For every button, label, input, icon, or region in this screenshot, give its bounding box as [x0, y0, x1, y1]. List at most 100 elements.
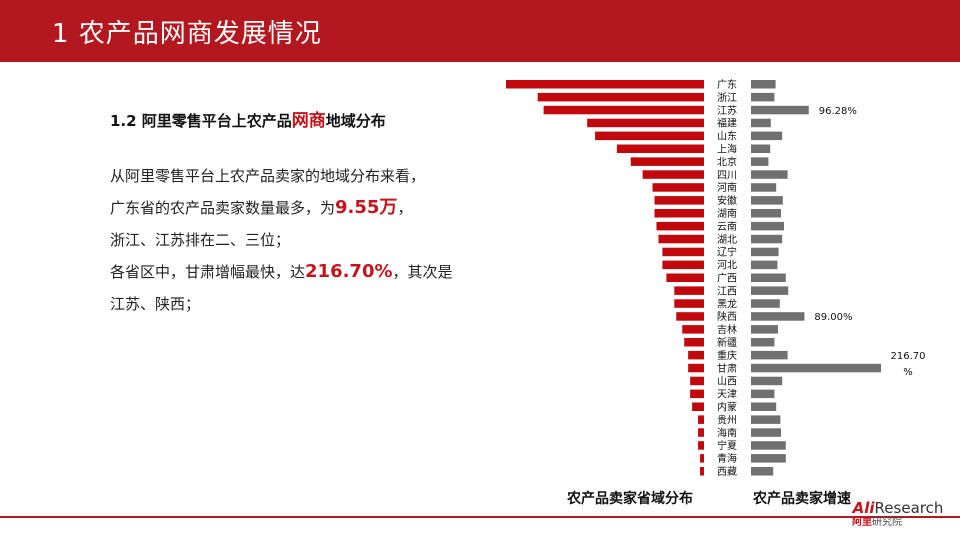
province-labels: 广东浙江江苏福建山东上海北京四川河南安徽湖南云南湖北辽宁河北广西江西黑龙陕西吉林…	[717, 78, 737, 478]
distribution-bar	[682, 325, 704, 334]
province-label: 内蒙	[717, 401, 737, 414]
logo-ali: Ali	[852, 499, 875, 517]
distribution-bar	[666, 273, 704, 282]
province-label: 广东	[717, 78, 737, 91]
distribution-bar	[690, 376, 704, 386]
footer-divider	[0, 516, 960, 518]
province-label: 湖北	[717, 234, 737, 246]
province-label: 黑龙	[717, 297, 737, 310]
province-label: 安徽	[717, 194, 737, 207]
province-label: 上海	[717, 143, 737, 156]
growth-bar	[751, 247, 779, 257]
subtitle-highlight: 网商	[291, 111, 326, 131]
distribution-bar	[676, 312, 704, 321]
distribution-bar	[595, 131, 704, 141]
province-label: 云南	[717, 220, 737, 233]
logo-research: Research	[874, 499, 944, 517]
distribution-bar	[674, 286, 704, 295]
distribution-bars	[506, 80, 704, 476]
growth-bar	[751, 441, 786, 450]
distribution-bar	[630, 157, 704, 166]
growth-bar	[751, 92, 775, 102]
province-label: 西藏	[717, 466, 737, 478]
growth-bar	[751, 221, 784, 231]
province-label: 河北	[717, 260, 737, 272]
distribution-bar	[658, 234, 704, 244]
distribution-bar	[654, 209, 704, 218]
growth-bar	[751, 376, 783, 386]
growth-bar	[751, 131, 783, 141]
gansu-growth-highlight: 216.70%	[305, 261, 393, 282]
province-label: 浙江	[717, 92, 737, 104]
growth-data-label: 96.28%	[819, 106, 857, 117]
distribution-bar	[690, 389, 704, 399]
growth-bar	[751, 286, 789, 295]
description-line: 广东省的农产品卖家数量最多，为9.55万，	[110, 192, 490, 224]
distribution-bar	[700, 467, 704, 476]
growth-data-label: 89.00%	[814, 312, 852, 323]
growth-bar	[751, 80, 776, 89]
aliresearch-logo: AliResearch 阿里研究院	[848, 500, 948, 529]
growth-data-label: %	[903, 367, 913, 378]
distribution-bar	[537, 92, 704, 102]
distribution-bar	[587, 118, 704, 128]
growth-bar	[751, 454, 786, 463]
distribution-bar	[698, 415, 704, 424]
growth-bar	[751, 234, 783, 244]
distribution-bar	[698, 441, 704, 450]
growth-bar	[751, 312, 805, 321]
growth-bar	[751, 170, 788, 179]
growth-bar	[751, 338, 775, 347]
province-label: 广西	[717, 273, 737, 285]
distribution-bar	[616, 144, 704, 153]
province-label: 贵州	[717, 413, 737, 426]
distribution-bar	[700, 454, 704, 463]
growth-bar	[751, 209, 781, 218]
description-text-span: ，其次是	[392, 263, 453, 281]
title-bar: 1 农产品网商发展情况	[0, 0, 960, 62]
distribution-bar	[688, 350, 704, 360]
growth-bar	[751, 118, 771, 128]
description-text-span: 各省区中，甘肃增幅最快，达	[110, 263, 306, 281]
growth-bar	[751, 299, 780, 308]
province-label: 四川	[717, 170, 737, 181]
description-text-span: 从阿里零售平台上农产品卖家的地域分布来看，	[110, 167, 426, 185]
province-label: 甘肃	[717, 362, 737, 375]
province-label: 湖南	[717, 207, 737, 220]
province-label: 山西	[717, 376, 737, 388]
distribution-bar	[674, 299, 704, 308]
province-label: 吉林	[717, 323, 737, 336]
distribution-bar	[543, 105, 704, 115]
growth-bar	[751, 105, 809, 115]
distribution-bar	[642, 170, 704, 179]
growth-data-labels: 96.28% 89.00% 216.70%	[814, 106, 925, 378]
distribution-bar	[656, 221, 704, 231]
logo-cn-red: 阿里	[852, 517, 872, 528]
page-title: 1 农产品网商发展情况	[52, 19, 322, 49]
description-text-span: ，	[397, 199, 413, 217]
description-text-span: 广东省的农产品卖家数量最多，为	[110, 199, 336, 217]
distribution-bar	[684, 338, 704, 347]
distribution-bar	[662, 260, 704, 270]
subtitle-text-2: 地域分布	[325, 112, 386, 130]
province-label: 宁夏	[717, 439, 737, 452]
description-text: 从阿里零售平台上农产品卖家的地域分布来看， 广东省的农产品卖家数量最多，为9.5…	[110, 160, 490, 320]
growth-bar	[751, 415, 781, 424]
description-line: 各省区中，甘肃增幅最快，达216.70%，其次是	[110, 256, 490, 288]
growth-bar	[751, 389, 775, 399]
growth-bar	[751, 196, 783, 205]
distribution-bar	[654, 196, 704, 205]
distribution-bar	[652, 183, 704, 192]
growth-bar	[751, 260, 778, 270]
description-text-span: 浙江、江苏排在二、三位；	[110, 231, 291, 249]
distribution-bar	[662, 247, 704, 257]
province-label: 青海	[717, 452, 737, 465]
province-label: 辽宁	[717, 246, 737, 259]
province-label: 天津	[717, 389, 737, 401]
growth-bar	[751, 325, 778, 334]
distribution-chart-title: 农产品卖家省域分布	[566, 490, 693, 507]
province-label: 福建	[717, 117, 737, 130]
growth-chart-title: 农产品卖家增速	[752, 490, 851, 507]
section-subtitle: 1.2 阿里零售平台上农产品网商地域分布	[110, 106, 386, 131]
province-label: 山东	[717, 130, 737, 143]
